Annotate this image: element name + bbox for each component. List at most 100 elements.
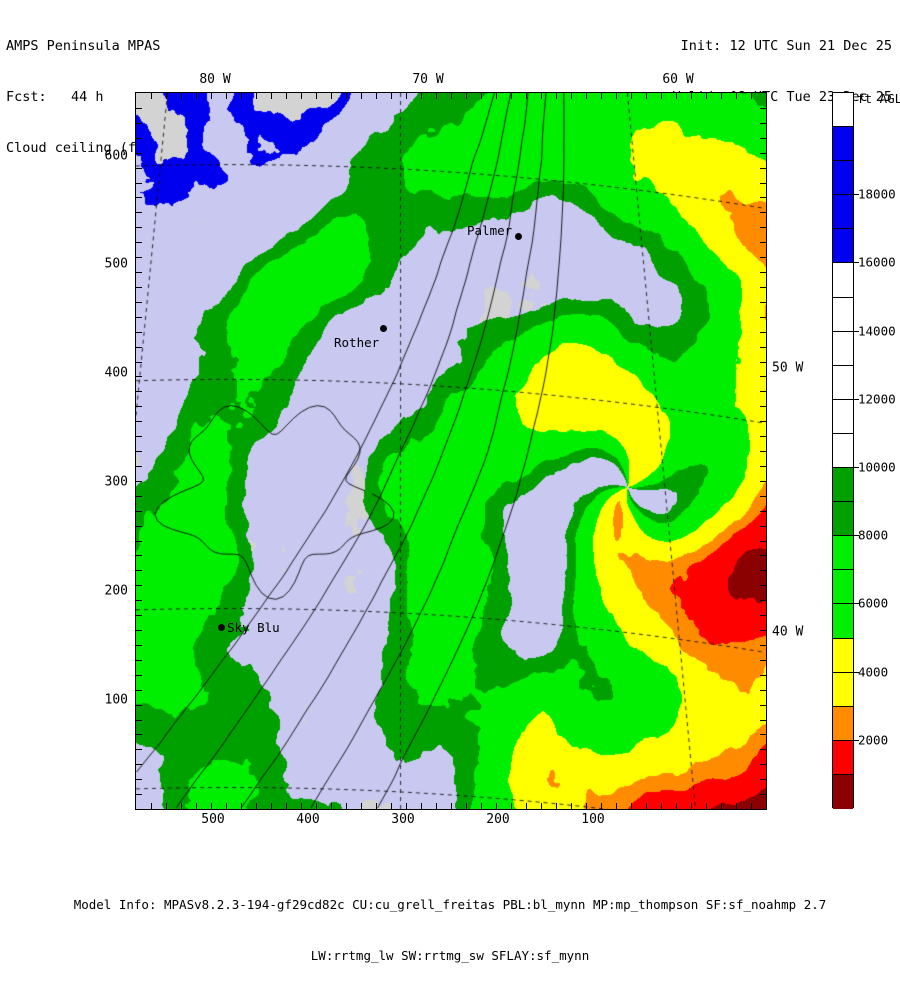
axis-tick [136, 720, 142, 721]
axis-tick [226, 803, 227, 809]
lon-label-top: 70 W [412, 72, 444, 87]
y-axis-label: 600 [104, 148, 128, 164]
axis-tick [166, 93, 167, 99]
axis-tick [136, 585, 142, 586]
axis-tick [526, 803, 527, 809]
axis-tick [526, 93, 527, 99]
colorbar-cell [833, 263, 853, 298]
axis-tick [760, 183, 766, 184]
axis-tick [136, 138, 142, 139]
axis-tick [541, 93, 542, 99]
axis-tick [271, 803, 272, 809]
axis-tick [376, 803, 377, 809]
page-title: AMPS Peninsula MPAS [6, 38, 161, 54]
colorbar-tick-label: 16000 [858, 254, 896, 270]
axis-tick [436, 93, 437, 99]
axis-tick [760, 153, 766, 154]
axis-tick [136, 376, 142, 377]
axis-tick [406, 803, 407, 809]
axis-tick [496, 803, 497, 809]
axis-tick [361, 93, 362, 99]
axis-tick [691, 93, 692, 99]
axis-tick [136, 168, 142, 169]
colorbar-cell [833, 331, 853, 366]
axis-tick [721, 93, 722, 99]
axis-tick [481, 803, 482, 809]
axis-tick [760, 451, 766, 452]
axis-tick [346, 93, 347, 99]
lon-label-right: 40 W [772, 624, 804, 640]
axis-tick [571, 93, 572, 99]
axis-tick [136, 794, 142, 795]
axis-tick [496, 93, 497, 99]
axis-tick [646, 93, 647, 99]
axis-tick [316, 803, 317, 809]
axis-tick [136, 257, 142, 258]
axis-tick [616, 93, 617, 99]
axis-tick [646, 803, 647, 809]
y-axis-label: 400 [104, 365, 128, 381]
axis-tick [361, 803, 362, 809]
axis-tick [586, 803, 587, 809]
axis-tick [760, 421, 766, 422]
axis-tick [586, 93, 587, 99]
axis-tick [736, 803, 737, 809]
axis-tick [511, 803, 512, 809]
axis-tick [760, 615, 766, 616]
axis-tick [760, 779, 766, 780]
colorbar [832, 92, 854, 809]
axis-tick [556, 803, 557, 809]
lon-label-top: 60 W [662, 72, 694, 87]
x-axis-label: 400 [296, 812, 320, 827]
colorbar-tick [854, 739, 859, 741]
colorbar-cell [833, 502, 853, 537]
station-dot-palmer [515, 233, 522, 240]
axis-tick [760, 764, 766, 765]
axis-tick [631, 93, 632, 99]
axis-tick [136, 779, 142, 780]
colorbar-tick-label: 6000 [858, 595, 889, 611]
axis-tick [760, 675, 766, 676]
axis-tick [211, 93, 212, 99]
x-axis-label: 200 [486, 812, 510, 827]
axis-tick [760, 660, 766, 661]
axis-tick [760, 570, 766, 571]
axis-tick [151, 93, 152, 99]
axis-tick [451, 93, 452, 99]
axis-tick [691, 803, 692, 809]
x-axis-label: 300 [391, 812, 415, 827]
axis-tick [466, 93, 467, 99]
axis-tick [616, 803, 617, 809]
axis-tick [571, 803, 572, 809]
colorbar-cell [833, 638, 853, 673]
colorbar-tick-label: 8000 [858, 527, 889, 543]
axis-tick [346, 803, 347, 809]
colorbar-cell [833, 570, 853, 605]
axis-tick [391, 93, 392, 99]
axis-tick [760, 541, 766, 542]
axis-tick [760, 585, 766, 586]
axis-tick [760, 555, 766, 556]
model-info-line-2: LW:rrtmg_lw SW:rrtmg_sw SFLAY:sf_mynn [310, 948, 590, 963]
colorbar-cell [833, 399, 853, 434]
x-axis-label: 100 [581, 812, 605, 827]
axis-tick [760, 302, 766, 303]
axis-tick [760, 197, 766, 198]
axis-tick [136, 511, 142, 512]
axis-tick [301, 93, 302, 99]
axis-tick [136, 272, 142, 273]
axis-tick [760, 630, 766, 631]
axis-tick [706, 93, 707, 99]
map-plot-area[interactable]: Palmer Rother Sky Blu [135, 92, 767, 810]
axis-tick [136, 332, 142, 333]
axis-tick [241, 93, 242, 99]
axis-tick [136, 212, 142, 213]
axis-tick [331, 93, 332, 99]
axis-tick [211, 803, 212, 809]
axis-tick [136, 555, 142, 556]
axis-tick [271, 93, 272, 99]
axis-tick [226, 93, 227, 99]
axis-tick [136, 391, 142, 392]
axis-tick [760, 526, 766, 527]
axis-tick [421, 803, 422, 809]
